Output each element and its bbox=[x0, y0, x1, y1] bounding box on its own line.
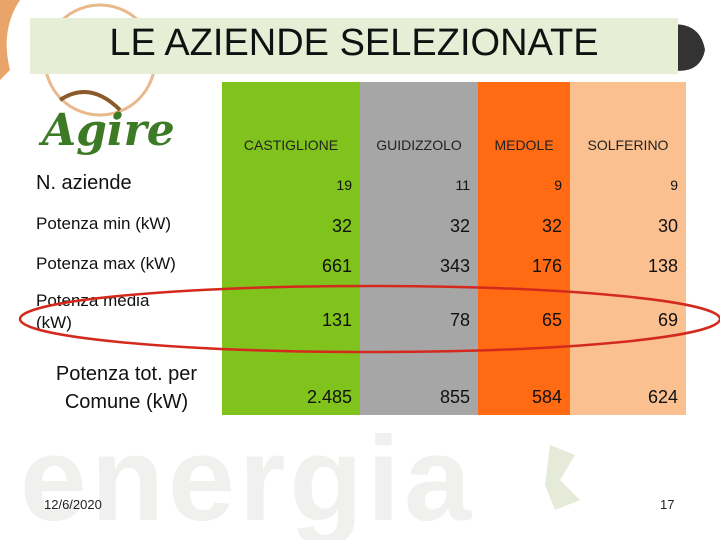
cell-value: 855 bbox=[439, 387, 470, 407]
title: LE AZIENDE SELEZIONATE bbox=[109, 22, 599, 64]
column-header: SOLFERINO bbox=[587, 137, 669, 153]
bg-energia: energia bbox=[20, 412, 475, 540]
cell-value: 176 bbox=[531, 256, 562, 276]
cell-value: 65 bbox=[541, 310, 562, 330]
cell-value: 30 bbox=[657, 216, 678, 236]
column-header: CASTIGLIONE bbox=[243, 137, 339, 153]
title-box bbox=[30, 18, 678, 74]
cell-value: 32 bbox=[541, 216, 562, 236]
row-label: N. aziende bbox=[36, 172, 132, 194]
column-bg bbox=[570, 82, 686, 415]
logo-text: Agire bbox=[42, 105, 175, 156]
page-number: 17 bbox=[660, 497, 675, 512]
row-label: Potenza min (kW) bbox=[36, 214, 172, 233]
cell-value: 584 bbox=[531, 387, 562, 407]
cell-value: 138 bbox=[647, 256, 678, 276]
cell-value: 343 bbox=[439, 256, 470, 276]
cell-value: 131 bbox=[321, 310, 352, 330]
cell-value: 11 bbox=[455, 177, 470, 193]
cell-value: 78 bbox=[449, 310, 470, 330]
column-bg bbox=[478, 82, 570, 415]
logo-stroke bbox=[58, 90, 122, 112]
column-bg bbox=[360, 82, 478, 415]
cell-value: 32 bbox=[449, 216, 470, 236]
cell-value: 624 bbox=[647, 387, 678, 407]
row-label: Potenza max (kW) bbox=[36, 254, 176, 273]
cell-value: 661 bbox=[321, 256, 352, 276]
row-label: Potenza tot. per Comune (kW) bbox=[55, 363, 198, 413]
cell-value: 2.485 bbox=[306, 387, 352, 407]
column-header: GUIDIZZOLO bbox=[376, 137, 462, 153]
cell-value: 32 bbox=[331, 216, 352, 236]
cell-value: 9 bbox=[554, 177, 562, 193]
leaf bbox=[545, 445, 580, 510]
cell-value: 69 bbox=[657, 310, 678, 330]
cell-value: 9 bbox=[670, 177, 678, 193]
highlight-ellipse bbox=[18, 284, 720, 354]
column-header: MEDOLE bbox=[494, 137, 554, 153]
column-bg bbox=[222, 82, 360, 415]
corner-shape bbox=[0, 0, 20, 80]
footer-date: 12/6/2020 bbox=[44, 497, 102, 512]
cell-value: 19 bbox=[336, 177, 352, 193]
